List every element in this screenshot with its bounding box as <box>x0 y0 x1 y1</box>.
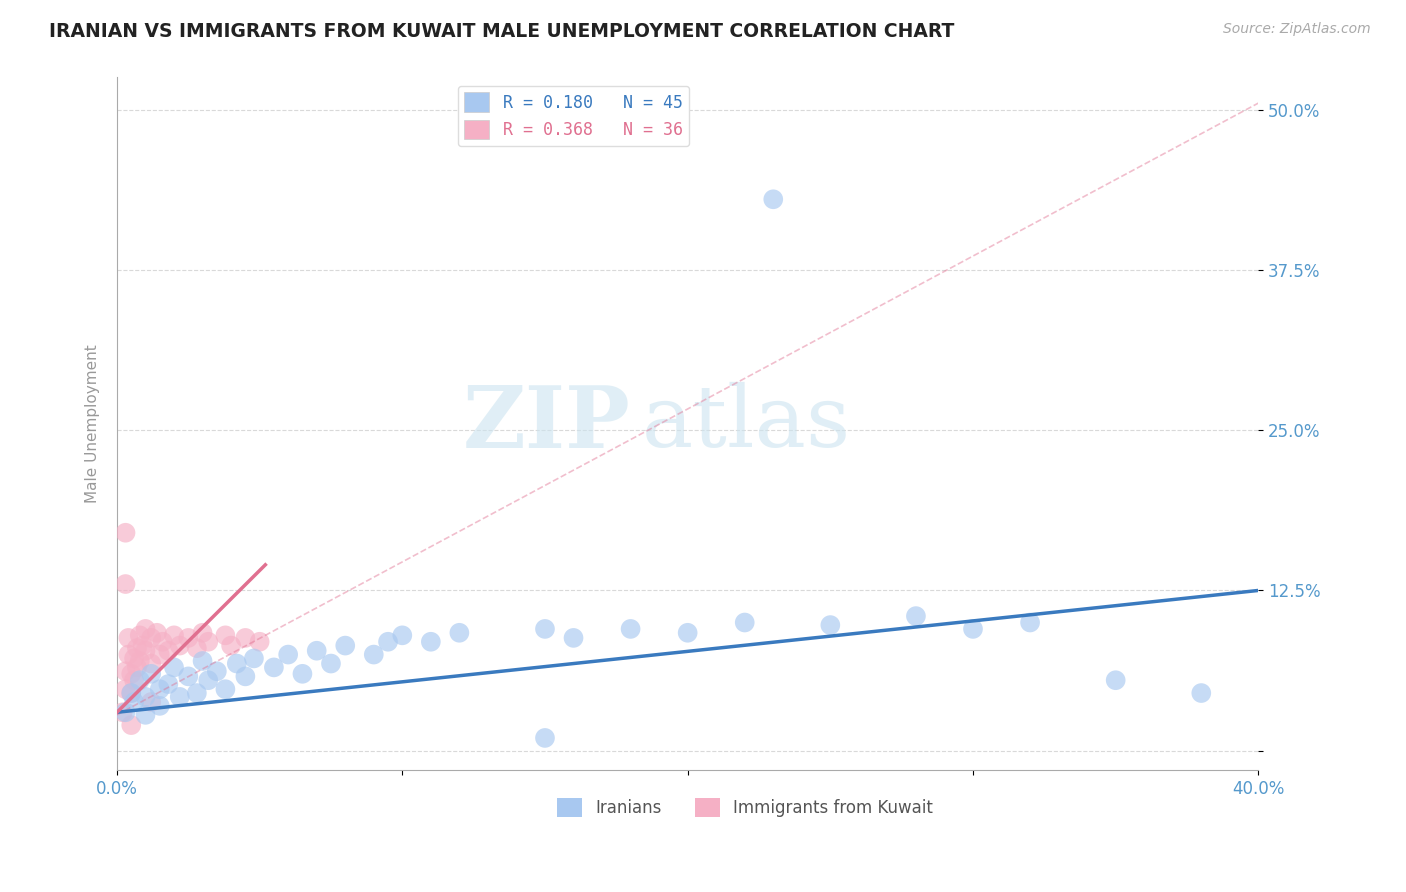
Point <box>391 628 413 642</box>
Point <box>225 657 247 671</box>
Point <box>235 669 257 683</box>
Point <box>277 648 299 662</box>
Point <box>163 628 186 642</box>
Point <box>962 622 984 636</box>
Point <box>114 577 136 591</box>
Text: ZIP: ZIP <box>463 382 630 466</box>
Point <box>363 648 385 662</box>
Point <box>134 690 156 704</box>
Point <box>141 695 163 709</box>
Point <box>191 625 214 640</box>
Point <box>114 525 136 540</box>
Point <box>235 631 257 645</box>
Point <box>169 639 191 653</box>
Point <box>214 682 236 697</box>
Text: IRANIAN VS IMMIGRANTS FROM KUWAIT MALE UNEMPLOYMENT CORRELATION CHART: IRANIAN VS IMMIGRANTS FROM KUWAIT MALE U… <box>49 22 955 41</box>
Point <box>120 686 142 700</box>
Point <box>114 682 136 697</box>
Point <box>243 651 266 665</box>
Point <box>904 609 927 624</box>
Point <box>534 622 557 636</box>
Point <box>169 690 191 704</box>
Point <box>141 666 163 681</box>
Point <box>122 695 145 709</box>
Point <box>120 718 142 732</box>
Point <box>562 631 585 645</box>
Point <box>149 648 172 662</box>
Point <box>114 706 136 720</box>
Point <box>141 657 163 671</box>
Point <box>125 641 148 656</box>
Point <box>319 657 342 671</box>
Point <box>762 192 785 206</box>
Point <box>134 622 156 636</box>
Point <box>146 625 169 640</box>
Point <box>449 625 471 640</box>
Point <box>219 639 242 653</box>
Point <box>214 628 236 642</box>
Point <box>335 639 357 653</box>
Point <box>120 666 142 681</box>
Y-axis label: Male Unemployment: Male Unemployment <box>86 344 100 503</box>
Point <box>619 622 641 636</box>
Point <box>205 665 228 679</box>
Point <box>122 673 145 688</box>
Point <box>305 644 328 658</box>
Point <box>131 639 153 653</box>
Text: Source: ZipAtlas.com: Source: ZipAtlas.com <box>1223 22 1371 37</box>
Point <box>122 651 145 665</box>
Point <box>534 731 557 745</box>
Point <box>676 625 699 640</box>
Point <box>186 686 208 700</box>
Point <box>111 706 134 720</box>
Point <box>117 631 139 645</box>
Legend: Iranians, Immigrants from Kuwait: Iranians, Immigrants from Kuwait <box>550 791 939 824</box>
Point <box>149 682 172 697</box>
Point <box>377 634 399 648</box>
Point <box>134 707 156 722</box>
Point <box>152 634 174 648</box>
Point <box>149 698 172 713</box>
Point <box>128 673 150 688</box>
Point <box>1019 615 1042 630</box>
Point <box>191 654 214 668</box>
Point <box>128 654 150 668</box>
Point <box>177 631 200 645</box>
Point <box>249 634 271 648</box>
Point <box>419 634 441 648</box>
Point <box>141 631 163 645</box>
Point <box>197 673 219 688</box>
Point <box>117 648 139 662</box>
Point <box>157 644 180 658</box>
Point <box>197 634 219 648</box>
Point <box>291 666 314 681</box>
Point <box>1189 686 1212 700</box>
Point <box>163 660 186 674</box>
Point <box>820 618 842 632</box>
Text: atlas: atlas <box>643 382 851 466</box>
Point <box>186 641 208 656</box>
Point <box>177 669 200 683</box>
Point <box>734 615 756 630</box>
Point <box>120 686 142 700</box>
Point <box>1105 673 1128 688</box>
Point <box>263 660 285 674</box>
Point <box>157 677 180 691</box>
Point <box>114 665 136 679</box>
Point <box>125 660 148 674</box>
Point <box>128 628 150 642</box>
Point <box>134 644 156 658</box>
